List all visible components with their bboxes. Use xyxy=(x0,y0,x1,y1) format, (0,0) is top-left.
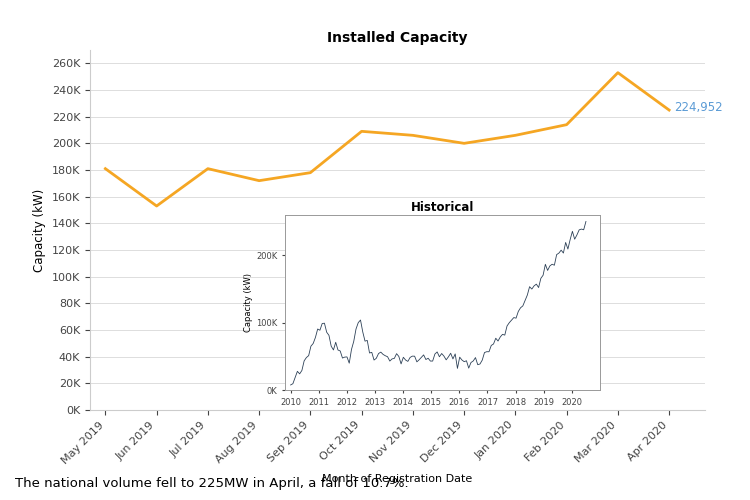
Title: Historical: Historical xyxy=(411,201,474,214)
Y-axis label: Capacity (kW): Capacity (kW) xyxy=(33,188,46,272)
Text: 224,952: 224,952 xyxy=(674,101,723,114)
Title: Installed Capacity: Installed Capacity xyxy=(327,30,468,44)
X-axis label: Month of Registration Date: Month of Registration Date xyxy=(322,474,472,484)
Text: The national volume fell to 225MW in April, a fall of 10.7%.: The national volume fell to 225MW in Apr… xyxy=(15,477,409,490)
Y-axis label: Capacity (kW): Capacity (kW) xyxy=(244,273,254,332)
